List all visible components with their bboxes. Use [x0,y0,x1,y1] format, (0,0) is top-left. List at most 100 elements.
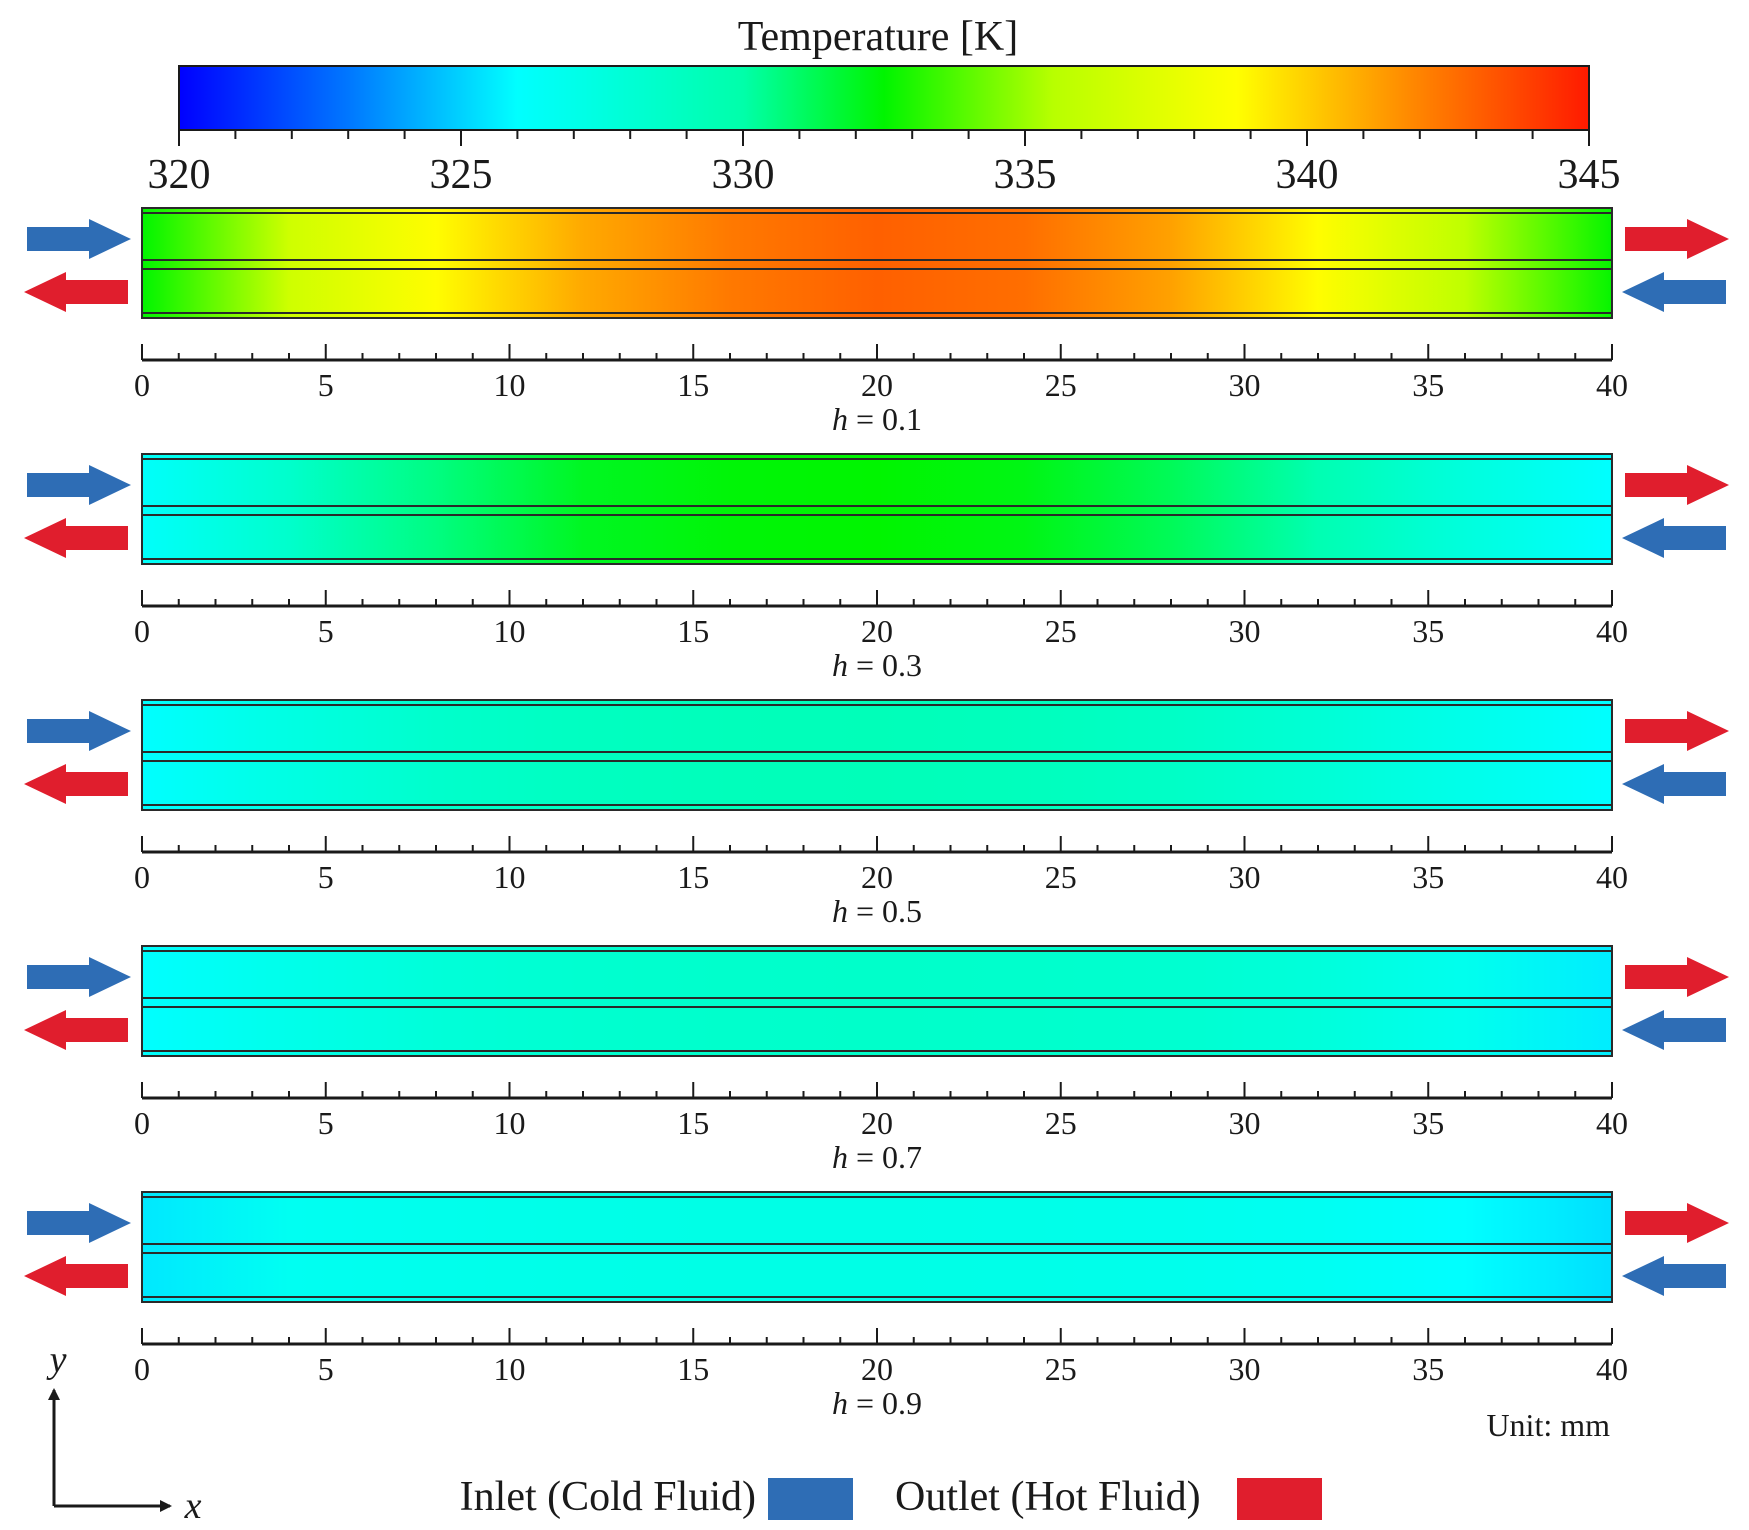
inlet-arrow-left-top [27,465,131,505]
ruler-tick-label: 10 [494,859,526,895]
ruler-tick-label: 25 [1045,613,1077,649]
ruler-tick-label: 40 [1596,367,1628,403]
panel-h-label: h = 0.5 [832,893,922,929]
ruler-tick-label: 30 [1229,1351,1261,1387]
colorbar-title: Temperature [K] [738,14,1018,60]
inlet-arrow-left-top [27,1203,131,1243]
ruler-tick-label: 20 [861,367,893,403]
ruler-tick-label: 15 [677,1351,709,1387]
temperature-contour [141,1191,1613,1303]
temperature-contour [141,699,1613,811]
outlet-arrow-right-top [1625,219,1729,259]
ruler-tick-label: 0 [134,367,150,403]
colorbar-tick-labels: 320 325 330 335 340 345 [148,152,1621,198]
inlet-arrow-left-top [27,219,131,259]
contour-panel: 0 5 10 15 20 25 30 35 40 h = 0.7 [24,945,1729,1175]
ruler-tick-label: 5 [318,859,334,895]
inlet-arrow-left-top [27,711,131,751]
contour-panels: 0 5 10 15 20 25 30 35 40 h = 0.1 0 5 10 15 20 25 30 35 40 h… [24,207,1729,1421]
outlet-arrow-left-bottom [24,1256,128,1296]
colorbar: Temperature [K] 320 325 330 335 340 345 [148,14,1621,198]
ruler-tick-label: 20 [861,613,893,649]
inlet-arrow-left-top [27,957,131,997]
ruler-tick-label: 40 [1596,859,1628,895]
panel-h-label: h = 0.9 [832,1385,922,1421]
panel-h-label: h = 0.3 [832,647,922,683]
ruler-tick-label: 0 [134,859,150,895]
colorbar-tick-label: 330 [712,152,775,198]
outlet-arrow-right-top [1625,465,1729,505]
ruler-tick-label: 0 [134,613,150,649]
outlet-arrow-left-bottom [24,518,128,558]
ruler-tick-label: 20 [861,859,893,895]
inlet-legend-label: Inlet (Cold Fluid) [460,1474,756,1520]
inlet-arrow-right-bottom [1622,1010,1726,1050]
ruler-tick-label: 35 [1412,859,1444,895]
ruler-tick-label: 10 [494,1105,526,1141]
unit-label: Unit: mm [1486,1407,1610,1443]
ruler-tick-label: 40 [1596,1351,1628,1387]
contour-panel: 0 5 10 15 20 25 30 35 40 h = 0.1 [24,207,1729,437]
ruler-tick-label: 35 [1412,367,1444,403]
ruler-tick-label: 35 [1412,1351,1444,1387]
ruler-tick-label: 0 [134,1351,150,1387]
contour-panel: 0 5 10 15 20 25 30 35 40 h = 0.5 [24,699,1729,929]
contour-panel: 0 5 10 15 20 25 30 35 40 h = 0.3 [24,453,1729,683]
ruler-tick-label: 20 [861,1105,893,1141]
ruler-tick-label: 40 [1596,1105,1628,1141]
outlet-arrow-left-bottom [24,1010,128,1050]
colorbar-tick-label: 345 [1558,152,1621,198]
colorbar-tick-label: 320 [148,152,211,198]
ruler-tick-label: 5 [318,613,334,649]
ruler-tick-label: 5 [318,1105,334,1141]
outlet-legend-label: Outlet (Hot Fluid) [895,1474,1201,1520]
ruler-tick-label: 25 [1045,859,1077,895]
ruler-tick-label: 30 [1229,613,1261,649]
colorbar-ticks [178,130,1590,146]
ruler-tick-label: 15 [677,613,709,649]
contour-panel: 0 5 10 15 20 25 30 35 40 h = 0.9 [24,1191,1729,1421]
ruler-tick-label: 30 [1229,859,1261,895]
outlet-arrow-right-top [1625,957,1729,997]
outlet-legend-swatch [1237,1478,1322,1520]
x-axis-label: x [184,1485,202,1527]
colorbar-gradient [178,65,1590,131]
temperature-contour [141,453,1613,565]
ruler-tick-label: 20 [861,1351,893,1387]
ruler-tick-label: 35 [1412,613,1444,649]
outlet-arrow-right-top [1625,1203,1729,1243]
colorbar-tick-label: 340 [1276,152,1339,198]
outlet-arrow-left-bottom [24,764,128,804]
ruler-tick-label: 10 [494,613,526,649]
flow-legend: Inlet (Cold Fluid) Outlet (Hot Fluid) [460,1474,1322,1520]
inlet-arrow-right-bottom [1622,272,1726,312]
ruler-tick-label: 40 [1596,613,1628,649]
ruler-tick-label: 35 [1412,1105,1444,1141]
inlet-legend-swatch [768,1478,853,1520]
ruler-tick-label: 10 [494,1351,526,1387]
ruler-tick-label: 25 [1045,367,1077,403]
ruler-tick-label: 0 [134,1105,150,1141]
inlet-arrow-right-bottom [1622,764,1726,804]
ruler-tick-label: 10 [494,367,526,403]
ruler-tick-label: 5 [318,367,334,403]
ruler-tick-label: 25 [1045,1105,1077,1141]
inlet-arrow-right-bottom [1622,1256,1726,1296]
colorbar-tick-label: 325 [430,152,493,198]
ruler-tick-label: 5 [318,1351,334,1387]
panel-h-label: h = 0.7 [832,1139,922,1175]
ruler-tick-label: 30 [1229,367,1261,403]
coordinate-axes: y x [46,1339,202,1527]
temperature-contour [141,207,1613,319]
panel-h-label: h = 0.1 [832,401,922,437]
inlet-arrow-right-bottom [1622,518,1726,558]
temperature-contour [141,945,1613,1057]
y-axis-label: y [46,1339,67,1381]
ruler-tick-label: 30 [1229,1105,1261,1141]
ruler-tick-label: 15 [677,367,709,403]
outlet-arrow-left-bottom [24,272,128,312]
ruler-tick-label: 15 [677,1105,709,1141]
colorbar-tick-label: 335 [994,152,1057,198]
ruler-tick-label: 25 [1045,1351,1077,1387]
